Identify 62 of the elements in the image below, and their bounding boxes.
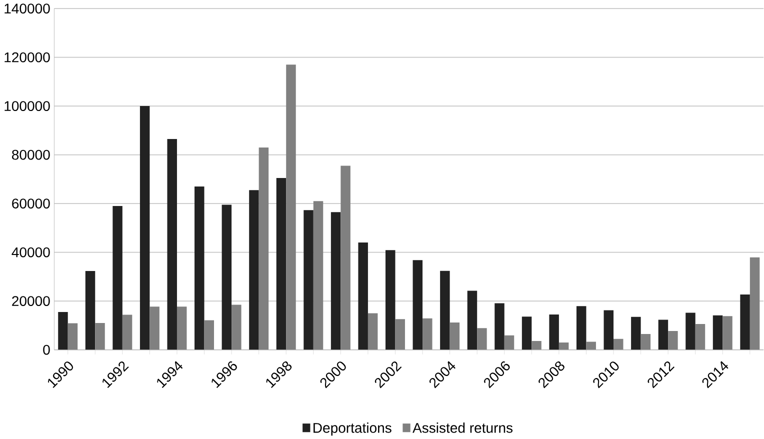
- y-tick-label: 80000: [12, 150, 50, 160]
- bar: [477, 328, 487, 350]
- y-tick-label: 0: [43, 344, 50, 355]
- bar: [467, 290, 478, 350]
- bar: [395, 319, 405, 350]
- bar: [640, 334, 651, 350]
- bar: [604, 310, 614, 350]
- bar: [368, 313, 378, 350]
- bar: [614, 338, 624, 350]
- legend-label: Assisted returns: [412, 422, 513, 434]
- bar: [668, 331, 678, 350]
- bar: [222, 204, 232, 350]
- bar: [686, 312, 696, 350]
- bar: [167, 139, 177, 350]
- bar: [204, 320, 214, 350]
- bar: [558, 342, 569, 350]
- bar: [549, 314, 559, 350]
- bar: [140, 106, 150, 350]
- bar: [750, 258, 760, 350]
- bar: [58, 312, 68, 350]
- bar: [258, 148, 269, 350]
- bar: [330, 212, 341, 350]
- bar: [232, 304, 242, 350]
- y-tick-label: 140000: [4, 4, 50, 14]
- bar: [68, 323, 78, 350]
- bar: [504, 336, 514, 350]
- bar: [440, 270, 450, 350]
- bar: [658, 320, 668, 350]
- bar: [304, 210, 314, 350]
- y-tick-label: 100000: [4, 101, 50, 112]
- bar: [249, 190, 259, 350]
- bar: [576, 306, 586, 350]
- bar: [340, 166, 350, 350]
- bar: [358, 242, 368, 350]
- y-tick-label: 40000: [12, 248, 50, 258]
- bar: [95, 323, 105, 350]
- bar: [286, 64, 296, 350]
- bar: [412, 260, 423, 350]
- y-tick-label: 20000: [12, 296, 50, 306]
- bar: [450, 322, 460, 350]
- bar: [586, 342, 596, 350]
- bar: [422, 318, 432, 350]
- bar: [313, 201, 324, 350]
- bar: [740, 294, 750, 350]
- bar: [386, 250, 396, 350]
- bar: [276, 178, 286, 350]
- y-tick-label: 60000: [12, 198, 50, 209]
- bar: [194, 186, 204, 350]
- bar: [85, 271, 96, 350]
- y-tick-label: 120000: [4, 52, 50, 62]
- bar: [122, 314, 132, 350]
- bar: [522, 316, 532, 350]
- bar: [176, 306, 187, 350]
- bar: [150, 306, 160, 350]
- bar: [631, 317, 641, 350]
- legend-label: Deportations: [314, 422, 392, 436]
- bar: [494, 303, 504, 350]
- bar: [695, 324, 706, 350]
- bar: [712, 316, 723, 350]
- bar: [112, 206, 122, 350]
- bar: [722, 316, 732, 350]
- bar: [532, 341, 542, 350]
